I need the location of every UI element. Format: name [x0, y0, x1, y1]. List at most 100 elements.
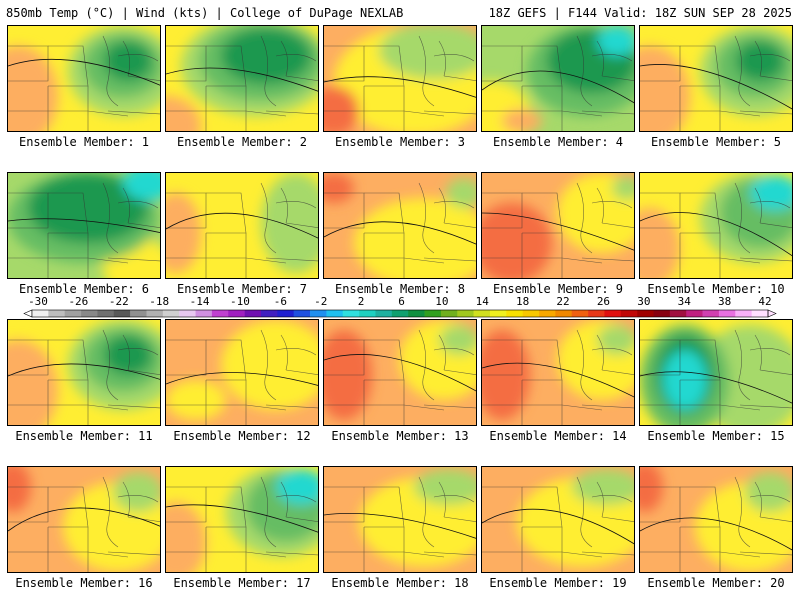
- ensemble-member-10-map: [639, 172, 793, 279]
- ensemble-member-label: Ensemble Member: 16: [15, 576, 153, 590]
- colorbar-swatch: [64, 310, 82, 317]
- height-contour: [640, 64, 792, 110]
- height-contour: [324, 76, 476, 98]
- colorbar-tick-label: 6: [398, 295, 405, 308]
- colorbar-swatch: [310, 310, 327, 317]
- state-borders: [166, 35, 318, 131]
- height-contour: [640, 212, 792, 257]
- ensemble-member-label: Ensemble Member: 8: [334, 282, 466, 296]
- colorbar-swatch: [244, 310, 262, 317]
- height-contour: [166, 67, 318, 92]
- colorbar-swatch: [424, 310, 442, 317]
- colorbar-tick-label: -14: [189, 295, 210, 308]
- temperature-field: [324, 173, 476, 278]
- colorbar-swatch: [391, 310, 409, 317]
- state-borders: [324, 35, 476, 131]
- ensemble-member-label: Ensemble Member: 9: [492, 282, 624, 296]
- ensemble-member-18-map: [323, 466, 477, 573]
- colorbar-swatch: [555, 310, 573, 317]
- height-contour: [640, 371, 792, 404]
- colorbar-swatch: [326, 310, 344, 317]
- colorbar-swatch: [522, 310, 540, 317]
- colorbar-swatch: [604, 310, 622, 317]
- temperature-field: [166, 320, 318, 425]
- temperature-field: [324, 26, 476, 131]
- colorbar-swatch: [440, 310, 458, 317]
- ensemble-member-label: Ensemble Member: 13: [331, 429, 469, 443]
- ensemble-member-5-map: [639, 25, 793, 132]
- colorbar-swatch: [179, 310, 196, 317]
- height-contour: [166, 212, 318, 239]
- colorbar-swatch: [97, 310, 115, 317]
- ensemble-member-label: Ensemble Member: 4: [492, 135, 624, 149]
- state-borders: [8, 329, 160, 425]
- ensemble-member-4-map: [481, 25, 635, 132]
- temperature-field: [640, 467, 792, 572]
- height-contour: [324, 221, 476, 245]
- ensemble-member-label: Ensemble Member: 3: [334, 135, 466, 149]
- temperature-field: [8, 173, 160, 278]
- ensemble-member-11-map: [7, 319, 161, 426]
- colorbar-swatch: [653, 310, 671, 317]
- state-borders: [166, 476, 318, 572]
- state-borders: [640, 329, 792, 425]
- colorbar-swatch: [342, 310, 360, 317]
- ensemble-member-7-map: [165, 172, 319, 279]
- temperature-field: [482, 320, 634, 425]
- height-contour: [482, 508, 634, 545]
- chart-title: 850mb Temp (°C) | Wind (kts) | College o…: [6, 6, 404, 20]
- colorbar-swatch: [473, 310, 491, 317]
- ensemble-member-1-map: [7, 25, 161, 132]
- ensemble-member-2-map: [165, 25, 319, 132]
- colorbar-swatch: [408, 310, 425, 317]
- colorbar-swatch: [506, 310, 523, 317]
- colorbar-swatch: [751, 310, 769, 317]
- ensemble-member-label: Ensemble Member: 20: [647, 576, 785, 590]
- ensemble-member-16-map: [7, 466, 161, 573]
- colorbar-swatch: [293, 310, 311, 317]
- state-borders: [482, 182, 634, 278]
- temperature-field: [8, 26, 160, 131]
- ensemble-member-15-map: [639, 319, 793, 426]
- temperature-field: [324, 467, 476, 572]
- colorbar-swatch: [539, 310, 556, 317]
- temperature-field: [166, 467, 318, 572]
- state-borders: [324, 329, 476, 425]
- colorbar-swatch: [359, 310, 376, 317]
- ensemble-member-6-map: [7, 172, 161, 279]
- ensemble-member-14-map: [481, 319, 635, 426]
- colorbar-swatch: [489, 310, 507, 317]
- ensemble-member-9-map: [481, 172, 635, 279]
- height-contour: [8, 363, 160, 380]
- state-borders: [640, 35, 792, 131]
- colorbar-tick-label: -30: [28, 295, 48, 308]
- ensemble-member-12-map: [165, 319, 319, 426]
- colorbar-swatch: [130, 310, 147, 317]
- ensemble-member-label: Ensemble Member: 7: [176, 282, 308, 296]
- ensemble-member-label: Ensemble Member: 18: [331, 576, 469, 590]
- ensemble-member-20-map: [639, 466, 793, 573]
- state-borders: [482, 35, 634, 131]
- colorbar-tick-label: -22: [108, 295, 129, 308]
- colorbar-tick-label: -2: [314, 295, 328, 308]
- colorbar-swatch: [620, 310, 638, 317]
- colorbar-tick-label: -26: [68, 295, 89, 308]
- temperature-field: [324, 320, 476, 425]
- colorbar-swatch: [571, 310, 589, 317]
- colorbar-tick-label: 38: [717, 295, 732, 308]
- colorbar-swatch: [375, 310, 393, 317]
- height-contour: [324, 513, 476, 539]
- colorbar-tick-label: 30: [637, 295, 651, 308]
- ensemble-member-label: Ensemble Member: 6: [18, 282, 150, 296]
- colorbar-tick-label: -18: [149, 295, 170, 308]
- state-borders: [324, 182, 476, 278]
- ensemble-member-label: Ensemble Member: 12: [173, 429, 311, 443]
- colorbar-swatch: [162, 310, 180, 317]
- state-borders: [8, 476, 160, 572]
- temperature-colorbar: [23, 309, 777, 318]
- colorbar-swatch: [81, 310, 98, 317]
- ensemble-member-label: Ensemble Member: 5: [650, 135, 782, 149]
- ensemble-member-8-map: [323, 172, 477, 279]
- colorbar-tick-label: -10: [230, 295, 250, 308]
- colorbar-swatch: [277, 310, 294, 317]
